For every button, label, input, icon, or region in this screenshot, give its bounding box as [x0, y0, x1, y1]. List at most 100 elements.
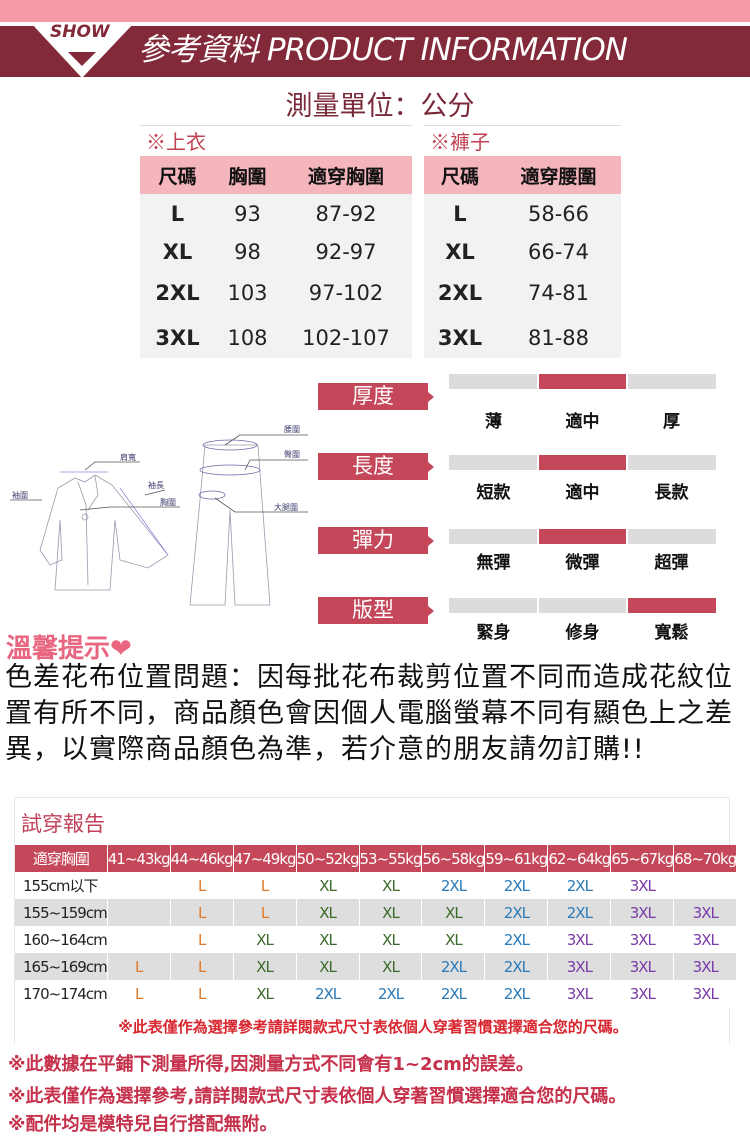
- table-cell: L: [170, 872, 234, 899]
- tops-size-table: ※上衣 尺碼 胸圍 適穿胸圍 L 93 87-92 XL 98 92-97 2XL 103 97…: [140, 125, 412, 358]
- header-cell: 適穿腰圍: [520, 165, 597, 188]
- header-cell: 適穿胸圍: [15, 845, 108, 872]
- table-cell: XL: [359, 953, 423, 980]
- table-row: 3XL 108 102-107: [140, 315, 412, 361]
- label-sleeve-length: 袖長: [148, 480, 164, 490]
- heart-icon: ❤: [110, 634, 132, 664]
- feature-level-bar: [449, 374, 717, 389]
- table-cell: 2XL: [484, 899, 549, 926]
- table-cell: 2XL: [547, 872, 612, 899]
- table-cell: XL: [296, 953, 360, 980]
- feature-option: 微彈: [565, 553, 600, 573]
- pants-drawing: [10, 434, 308, 606]
- tip-title-text: 溫馨提示: [6, 634, 111, 664]
- feature-level-bar: [449, 529, 717, 544]
- header-cell: 50~52kg: [296, 845, 360, 872]
- table-cell: XL: [233, 980, 297, 1007]
- level-segment: [538, 455, 627, 470]
- table-cell: 3XL: [673, 926, 738, 953]
- table-cell: [107, 926, 171, 953]
- level-segment: [628, 374, 717, 389]
- header-cell: 尺碼: [158, 165, 197, 188]
- level-segment: [538, 598, 627, 613]
- table-cell: L: [170, 980, 234, 1007]
- measurement-unit: 測量單位：公分: [285, 91, 475, 122]
- table-cell: 3XL: [673, 980, 738, 1007]
- fitting-report: 試穿報告 適穿胸圍 41~43kg 44~46kg 47~49kg 50~52kg 53~…: [14, 797, 738, 1044]
- table-cell: 2XL: [437, 280, 483, 305]
- table-row: 165~169cm L L XL XL XL 2XL 2XL 3XL 3XL 3XL: [15, 953, 738, 980]
- measurement-diagram: 肩寬 袖長 胸圍 袖圍 腰圍 臀圍 大腿圍: [10, 425, 308, 606]
- header-cell: 尺碼: [440, 165, 479, 188]
- table-cell: XL: [359, 872, 423, 899]
- table-cell: 3XL: [673, 899, 738, 926]
- feature-options: 無彈 微彈 超彈: [449, 548, 716, 573]
- table-cell: 81-88: [527, 326, 590, 350]
- table-cell: 2XL: [359, 980, 423, 1007]
- table-cell: 160~164cm: [15, 926, 108, 953]
- feature-option: 緊身: [476, 623, 511, 643]
- table-cell: 2XL: [484, 926, 549, 953]
- header-banner: [0, 26, 750, 77]
- show-badge: SHOW: [50, 22, 110, 42]
- tops-header: 尺碼 胸圍 適穿胸圍: [140, 156, 412, 194]
- tip-body: 色差花布位置問題：因每批花布裁剪位置不同而造成花紋位置有所不同，商品顏色會因個人…: [5, 662, 733, 765]
- pants-title: ※褲子: [424, 126, 621, 156]
- table-row: L 58-66: [424, 194, 621, 234]
- table-cell: L: [170, 926, 234, 953]
- feature-option: 修身: [565, 623, 600, 643]
- table-cell: 58-66: [527, 202, 590, 226]
- table-cell: L: [107, 953, 171, 980]
- feature-level-bar: [449, 598, 717, 613]
- header-cell: 53~55kg: [359, 845, 423, 872]
- level-segment: [538, 529, 627, 544]
- table-cell: [673, 872, 738, 899]
- table-cell: XL: [162, 240, 193, 264]
- table-cell: 92-97: [315, 240, 377, 264]
- note-2: ※此表僅作為選擇參考,請詳閱款式尺寸表依個人穿著習慣選擇適合您的尺碼。: [8, 1086, 627, 1107]
- table-cell: XL: [296, 872, 360, 899]
- tip-title: 溫馨提示❤: [6, 628, 132, 665]
- table-cell: 2XL: [421, 872, 486, 899]
- table-cell: XL: [233, 953, 297, 980]
- table-cell: 3XL: [547, 980, 612, 1007]
- label-sleeve-circ: 袖圍: [12, 490, 28, 500]
- feature-option: 厚: [663, 412, 680, 432]
- feature-label: 厚度: [318, 383, 434, 410]
- table-cell: [107, 899, 171, 926]
- table-cell: 2XL: [547, 899, 612, 926]
- table-cell: 2XL: [155, 280, 200, 305]
- level-segment: [449, 598, 537, 613]
- table-cell: 3XL: [155, 326, 200, 350]
- table-cell: XL: [359, 926, 423, 953]
- header-cell: 44~46kg: [170, 845, 234, 872]
- table-cell: L: [107, 980, 171, 1007]
- table-cell: 3XL: [610, 926, 675, 953]
- table-cell: 108: [227, 326, 268, 350]
- header-cell: 62~64kg: [547, 845, 612, 872]
- note-3: ※配件均是模特兒自行搭配無附。: [8, 1114, 278, 1135]
- report-note: ※此表僅作為選擇參考請詳閱款式尺寸表依個人穿著習慣選擇適合您的尺碼。: [118, 1018, 628, 1036]
- pants-size-table: ※褲子 尺碼 適穿腰圍 L 58-66 XL 66-74 2XL 74-81 3XL 81-8…: [424, 125, 621, 358]
- table-cell: 2XL: [484, 953, 549, 980]
- label-thigh: 大腿圍: [274, 502, 298, 512]
- table-cell: 66-74: [527, 240, 590, 264]
- feature-options: 薄 適中 厚: [449, 407, 716, 432]
- table-row: 170~174cm L L XL 2XL 2XL 2XL 2XL 3XL 3XL 3XL: [15, 980, 738, 1007]
- header-cell: 59~61kg: [484, 845, 549, 872]
- level-segment: [449, 455, 537, 470]
- fitting-table: 適穿胸圍 41~43kg 44~46kg 47~49kg 50~52kg 53~55kg 5…: [15, 845, 738, 1007]
- table-cell: XL: [296, 899, 360, 926]
- table-row: 2XL 103 97-102: [140, 270, 412, 315]
- table-row: 3XL 81-88: [424, 315, 621, 361]
- table-cell: XL: [421, 926, 486, 953]
- level-segment: [628, 598, 717, 613]
- table-cell: XL: [296, 926, 360, 953]
- table-cell: 97-102: [308, 280, 384, 305]
- jacket-drawing: [39, 471, 169, 591]
- table-cell: 87-92: [315, 202, 377, 226]
- table-cell: 3XL: [673, 953, 738, 980]
- level-segment: [449, 374, 537, 389]
- table-cell: [107, 872, 171, 899]
- feature-level-bar: [449, 455, 717, 470]
